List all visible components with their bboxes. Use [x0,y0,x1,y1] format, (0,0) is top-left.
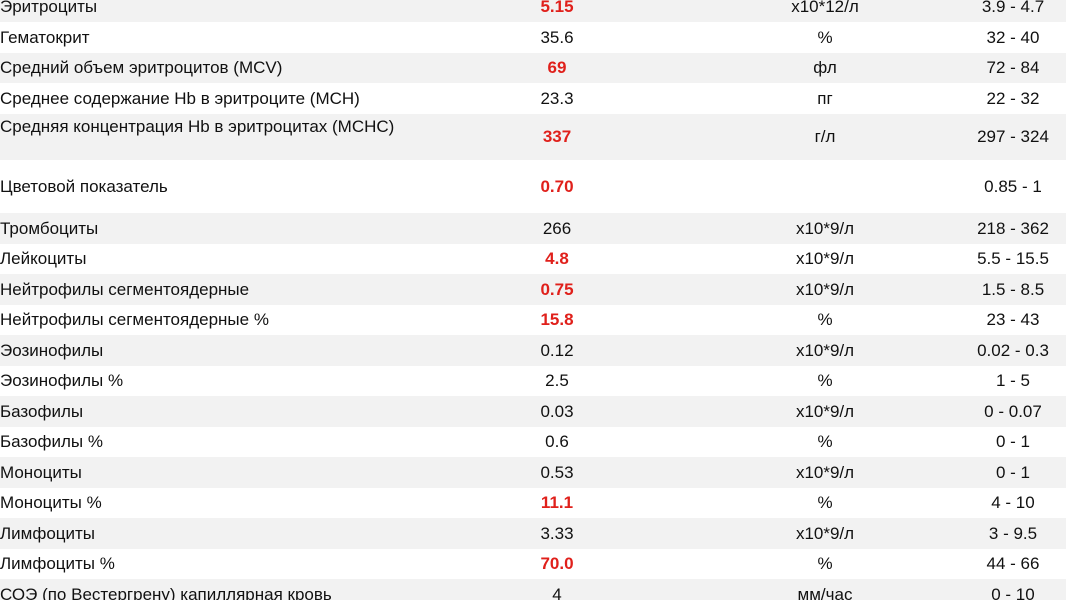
test-unit: % [817,310,833,329]
reference-range: 22 - 32 [986,88,1040,108]
test-name: Лейкоциты [0,249,87,268]
test-value: 70.0 [540,554,574,573]
table-row: Базофилы % 0.6% 0 - 1 [0,427,1066,457]
reference-range: 1 - 5 [995,371,1031,390]
test-unit: мм/час [797,584,853,600]
table-row: Лимфоциты 3.33 x10*9/л 3 - 9.5 [0,518,1066,549]
test-name: Лимфоциты % [0,554,115,573]
reference-range: 23 - 43 [986,310,1040,329]
test-unit: фл [813,58,837,77]
test-value: 3.33 [540,523,574,543]
test-value: 2.5 [545,371,569,390]
reference-range: 5.5 - 15.5 [977,249,1049,268]
test-value: 0.70 [540,176,574,196]
test-name: Нейтрофилы сегментоядерные % [0,310,269,329]
test-value: 15.8 [540,310,574,329]
test-value: 0.53 [540,462,574,482]
table-row: Моноциты % 11.1% 4 - 10 [0,488,1066,518]
reference-range: 0 - 0.07 [984,401,1042,421]
reference-range: 0 - 1 [995,462,1031,482]
test-value: 69 [547,58,567,77]
table-row: Гематокрит 35.6% 32 - 40 [0,22,1066,53]
table-row: Нейтрофилы сегментоядерные 0.75 x10*9/л 1.5… [0,274,1066,305]
test-value: 11.1 [540,493,574,512]
test-name: Нейтрофилы сегментоядерные [0,279,250,299]
table-row: Цветовой показатель 0.70 0.85 - 1 [0,160,1066,213]
test-value: 0.6 [545,432,569,451]
test-name: Лимфоциты [0,523,96,543]
test-value: 0.12 [540,340,574,360]
table-row: Средний объем эритроцитов (MCV) 69 фл 72 - … [0,53,1066,83]
test-unit: x10*9/л [795,523,855,543]
test-unit: x10*9/л [795,218,855,238]
test-value: 4 [552,584,562,600]
table-row: Лимфоциты % 70.0% 44 - 66 [0,549,1066,579]
table-row: Эозинофилы % 2.5% 1 - 5 [0,366,1066,396]
reference-range: 44 - 66 [986,554,1040,573]
table-row: Эозинофилы 0.12 x10*9/л 0.02 - 0.3 [0,335,1066,366]
table-row: Базофилы 0.03 x10*9/л 0 - 0.07 [0,396,1066,427]
reference-range: 72 - 84 [986,58,1040,77]
table-row: СОЭ (по Вестергрену) капиллярная кровь 4 м… [0,579,1066,600]
test-unit: % [817,371,833,390]
table-row: Среднее содержание Hb в эритроците (MCH)… [0,83,1066,114]
test-name: Средний объем эритроцитов (MCV) [0,58,283,77]
test-unit: % [817,493,833,512]
reference-range: 3.9 - 4.7 [981,0,1045,16]
reference-range: 1.5 - 8.5 [981,279,1045,299]
table-row: Тромбоциты 266 x10*9/л 218 - 362 [0,213,1066,244]
reference-range: 3 - 9.5 [988,523,1038,543]
table-row: Эритроциты 5.15 x10*12/л 3.9 - 4.7 [0,0,1066,22]
table-row: Моноциты 0.53 x10*9/л 0 - 1 [0,457,1066,488]
test-unit: x10*9/л [795,249,855,268]
reference-range: 0.02 - 0.3 [977,340,1049,360]
test-value: 35.6 [540,27,574,47]
test-name: Моноциты [0,462,82,482]
reference-range: 0 - 1 [995,432,1031,451]
test-unit: x10*9/л [795,401,855,421]
test-name: Тромбоциты [0,218,99,238]
reference-range: 32 - 40 [986,27,1040,47]
test-value: 0.03 [540,401,574,421]
test-value: 23.3 [540,88,574,108]
test-unit: x10*9/л [795,462,855,482]
test-value: 0.75 [540,279,574,299]
test-value: 266 [542,218,572,238]
test-unit: % [817,432,833,451]
test-name: Эозинофилы % [0,371,124,390]
reference-range: 218 - 362 [977,218,1049,238]
test-unit: x10*12/л [791,0,859,16]
test-unit: x10*9/л [795,340,855,360]
test-name: Эритроциты [0,0,98,16]
table-row: Нейтрофилы сегментоядерные % 15.8% 23 - 43 [0,305,1066,335]
test-name: СОЭ (по Вестергрену) капиллярная кровь [0,584,332,600]
table-row: Лейкоциты 4.8 x10*9/л 5.5 - 15.5 [0,244,1066,274]
test-value: 5.15 [540,0,574,16]
test-unit: % [817,27,833,47]
test-unit: x10*9/л [795,279,855,299]
test-unit: пг [817,88,833,108]
test-name: Гематокрит [0,27,90,47]
test-name: Базофилы % [0,432,103,451]
test-value: 337 [542,127,572,146]
test-unit: % [817,554,833,573]
table-row: Средняя концентрация Hb в эритроцитах (M… [0,114,1066,160]
test-name: Цветовой показатель [0,176,168,196]
test-name: Базофилы [0,401,84,421]
reference-range: 0 - 10 [991,584,1035,600]
test-name: Эозинофилы [0,340,104,360]
reference-range: 0.85 - 1 [984,176,1042,196]
test-name: Средняя концентрация Hb в эритроцитах (M… [0,117,395,136]
reference-range: 297 - 324 [977,127,1049,146]
test-name: Моноциты % [0,493,102,512]
test-name: Среднее содержание Hb в эритроците (MCH) [0,88,360,108]
reference-range: 4 - 10 [991,493,1035,512]
test-unit: г/л [814,127,836,146]
test-value: 4.8 [545,249,569,268]
